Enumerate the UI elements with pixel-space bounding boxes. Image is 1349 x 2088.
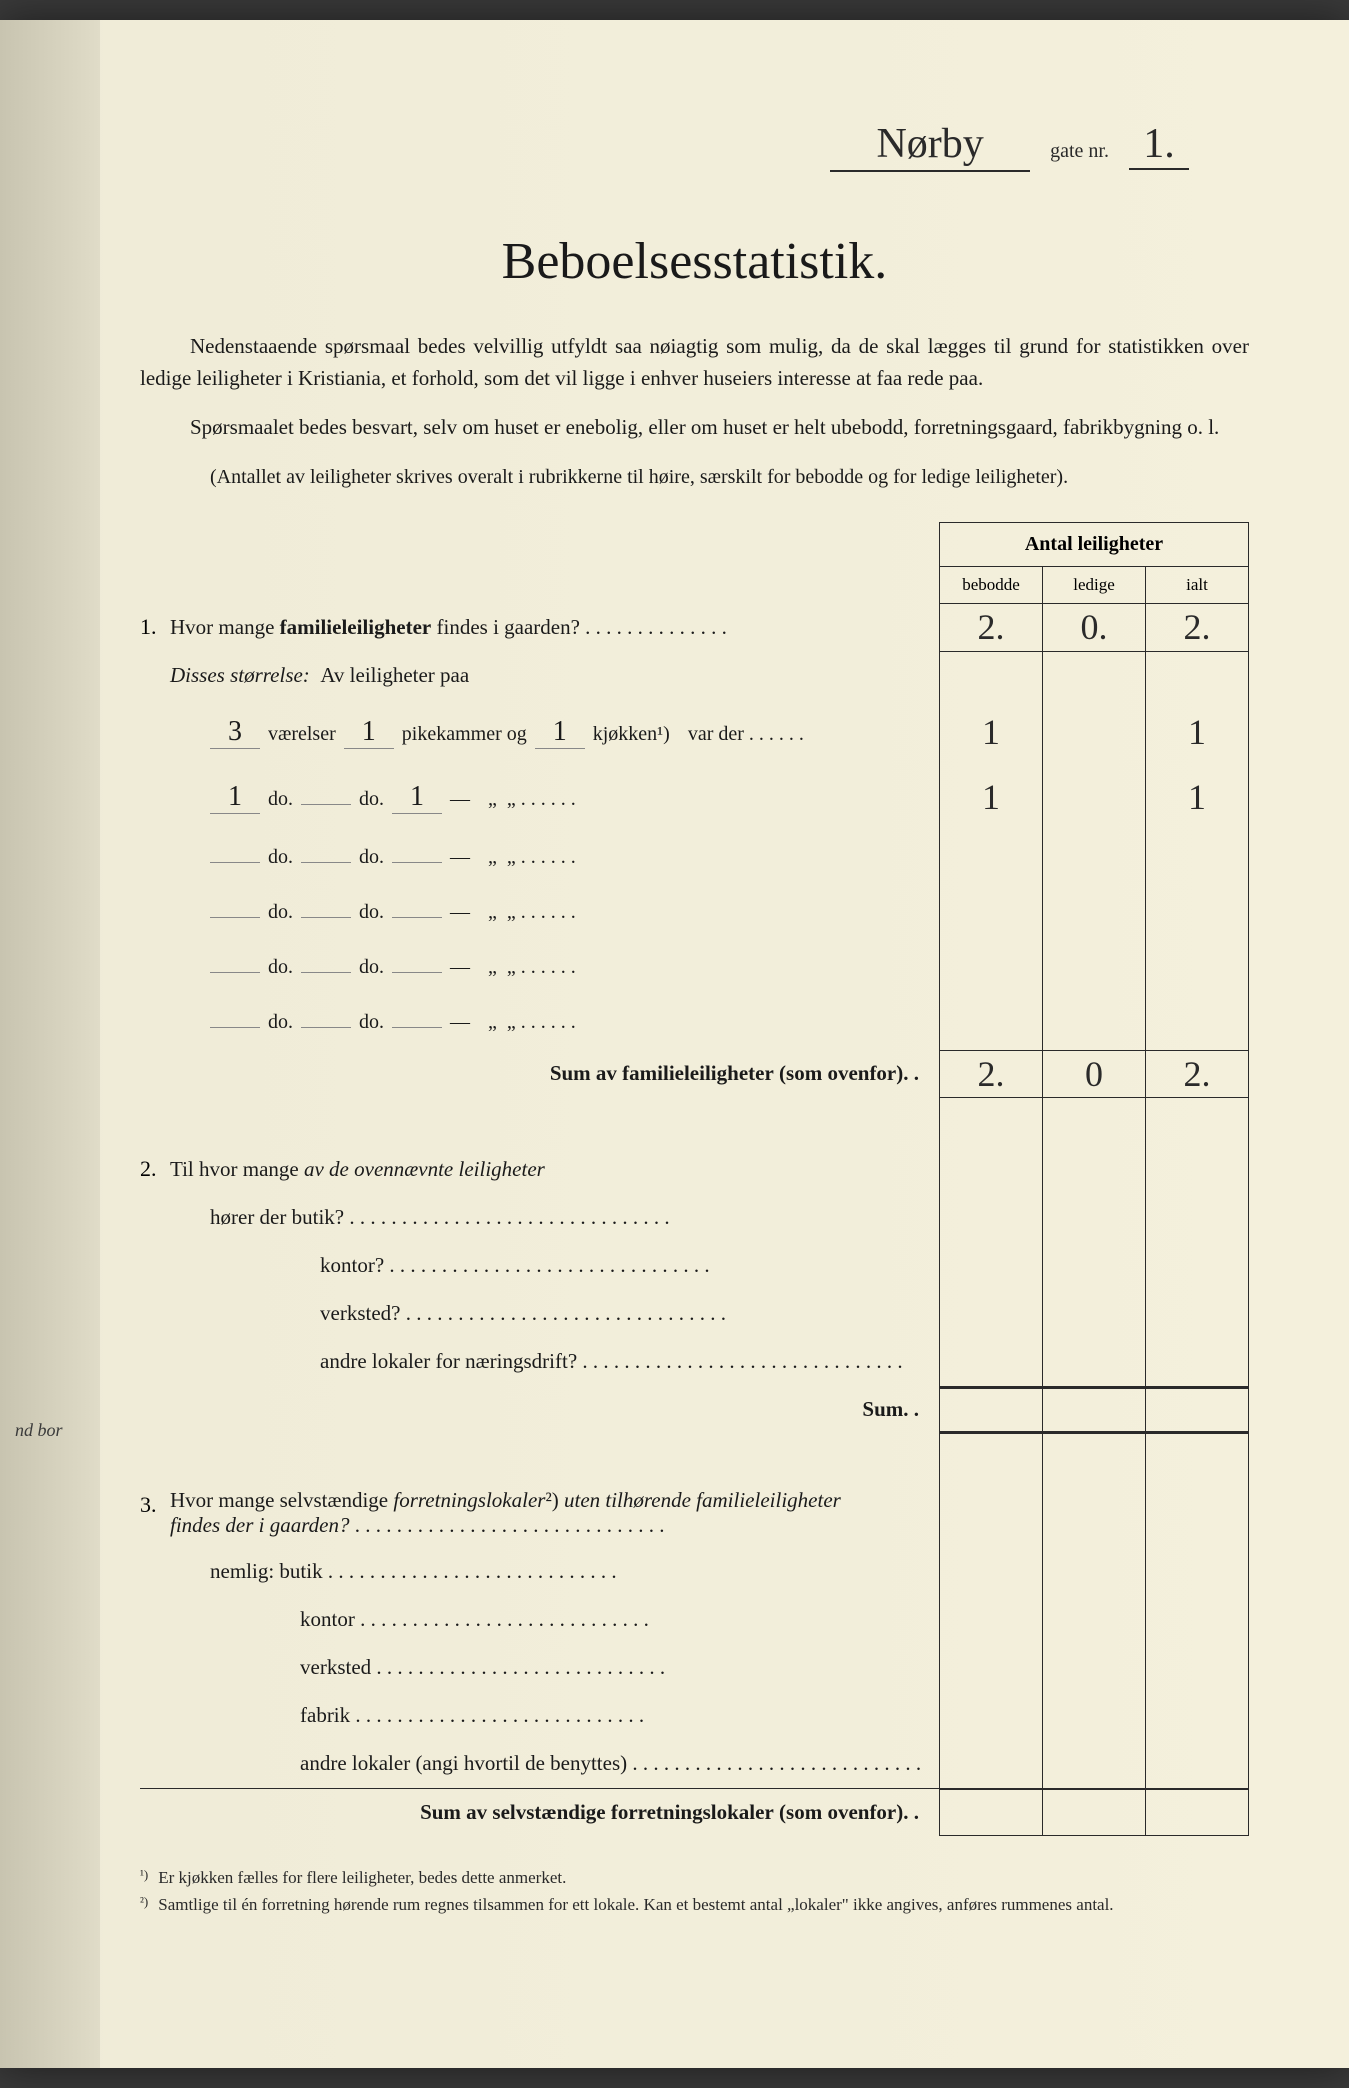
size-row: 1do. do. 1— „ „ . . . . . . 1 1 <box>140 765 1249 830</box>
col-ledige: ledige <box>1043 567 1146 603</box>
q3-sum-row: Sum av selvstændige forretningslokaler (… <box>140 1788 1249 1836</box>
size-cell-bebodde <box>940 885 1043 940</box>
q2-item-row: kontor? . . . . . . . . . . . . . . . . … <box>140 1242 1249 1290</box>
table-header-title: Antal leiligheter <box>940 523 1248 567</box>
q3-row: 3. Hvor mange selvstændige forretningslo… <box>140 1482 1249 1548</box>
av-leil-label: Av leiligheter paa <box>320 663 469 687</box>
intro-paragraph-1: Nedenstaaende spørsmaal bedes velvillig … <box>140 331 1249 394</box>
size-cell-ledige <box>1043 885 1146 940</box>
footnote-2-text: Samtlige til én forretning hørende rum r… <box>158 1893 1113 1917</box>
page-title: Beboelsesstatistik. <box>140 232 1249 291</box>
col-bebodde: bebodde <box>940 567 1043 603</box>
header-line: Nørby gate nr. 1. <box>140 120 1189 172</box>
q2-item-row: andre lokaler for næringsdrift? . . . . … <box>140 1338 1249 1386</box>
size-cell-bebodde <box>940 995 1043 1050</box>
q1-sum-row: Sum av familieleiligheter (som ovenfor).… <box>140 1050 1249 1098</box>
size-row: do. do. — „ „ . . . . . . <box>140 830 1249 885</box>
q1-ledige: 0. <box>1043 604 1146 651</box>
gap2 <box>140 1434 1249 1482</box>
q2-item-row: hører der butik? . . . . . . . . . . . .… <box>140 1194 1249 1242</box>
size-cell-ialt: 1 <box>1146 765 1248 830</box>
document-page: nd bor Nørby gate nr. 1. Beboelsesstatis… <box>0 20 1349 2068</box>
q2-row: 2. Til hvor mange av de ovennævnte leili… <box>140 1146 1249 1194</box>
size-cell-bebodde: 1 <box>940 765 1043 830</box>
rubric-note: (Antallet av leiligheter skrives overalt… <box>140 462 1249 492</box>
table-header: Antal leiligheter bebodde ledige ialt <box>140 522 1249 604</box>
col-ialt: ialt <box>1146 567 1248 603</box>
size-cell-ledige <box>1043 700 1146 765</box>
q3-item-row: verksted . . . . . . . . . . . . . . . .… <box>140 1644 1249 1692</box>
q1-sum-ialt: 2. <box>1146 1051 1248 1097</box>
q1-number: 1. <box>140 604 170 652</box>
q3-item-row: fabrik . . . . . . . . . . . . . . . . .… <box>140 1692 1249 1740</box>
q2-number: 2. <box>140 1146 170 1194</box>
gate-number: 1. <box>1129 120 1189 170</box>
size-cell-ledige <box>1043 995 1146 1050</box>
q1-sum-ledige: 0 <box>1043 1051 1146 1097</box>
form-area: Antal leiligheter bebodde ledige ialt 1.… <box>140 522 1249 1918</box>
size-cell-bebodde: 1 <box>940 700 1043 765</box>
gate-label: gate nr. <box>1050 140 1109 163</box>
q3-number: 3. <box>140 1482 170 1548</box>
size-row: 3værelser 1pikekammer og 1kjøkken¹) var … <box>140 700 1249 765</box>
size-cell-ledige <box>1043 940 1146 995</box>
q2-sum-row: Sum. . <box>140 1386 1249 1434</box>
size-row: do. do. — „ „ . . . . . . <box>140 940 1249 995</box>
street-name: Nørby <box>830 120 1030 172</box>
footnote-1: ¹) Er kjøkken fælles for flere leilighet… <box>140 1866 1249 1890</box>
size-cell-ialt: 1 <box>1146 700 1248 765</box>
q1-sum-bebodde: 2. <box>940 1051 1043 1097</box>
q3-item-row: andre lokaler (angi hvortil de benyttes)… <box>140 1740 1249 1788</box>
size-cell-bebodde <box>940 830 1043 885</box>
q3-item-row: nemlig: butik . . . . . . . . . . . . . … <box>140 1548 1249 1596</box>
gap <box>140 1098 1249 1146</box>
q1-bebodde: 2. <box>940 604 1043 651</box>
intro-paragraph-2: Spørsmaalet bedes besvart, selv om huset… <box>140 412 1249 444</box>
size-row: do. do. — „ „ . . . . . . <box>140 885 1249 940</box>
size-cell-ialt <box>1146 830 1248 885</box>
size-cell-ialt <box>1146 995 1248 1050</box>
q1-row: 1. Hvor mange familieleiligheter findes … <box>140 604 1249 652</box>
size-row: do. do. — „ „ . . . . . . <box>140 995 1249 1050</box>
footnotes: ¹) Er kjøkken fælles for flere leilighet… <box>140 1866 1249 1918</box>
margin-fragment: nd bor <box>15 1420 63 1441</box>
q2-item-row: verksted? . . . . . . . . . . . . . . . … <box>140 1290 1249 1338</box>
size-cell-ledige <box>1043 765 1146 830</box>
size-cell-ialt <box>1146 940 1248 995</box>
footnote-1-text: Er kjøkken fælles for flere leiligheter,… <box>158 1866 566 1890</box>
q1-ialt: 2. <box>1146 604 1248 651</box>
q2-sum-label: Sum. . <box>862 1397 919 1422</box>
size-cell-ledige <box>1043 830 1146 885</box>
footnote-2: ²) Samtlige til én forretning hørende ru… <box>140 1893 1249 1917</box>
q1-disses-row: Disses størrelse: Av leiligheter paa <box>140 652 1249 700</box>
page-binding-edge <box>0 20 100 2068</box>
q3-item-row: kontor . . . . . . . . . . . . . . . . .… <box>140 1596 1249 1644</box>
size-cell-ialt <box>1146 885 1248 940</box>
disses-label: Disses størrelse: <box>170 663 310 687</box>
size-cell-bebodde <box>940 940 1043 995</box>
